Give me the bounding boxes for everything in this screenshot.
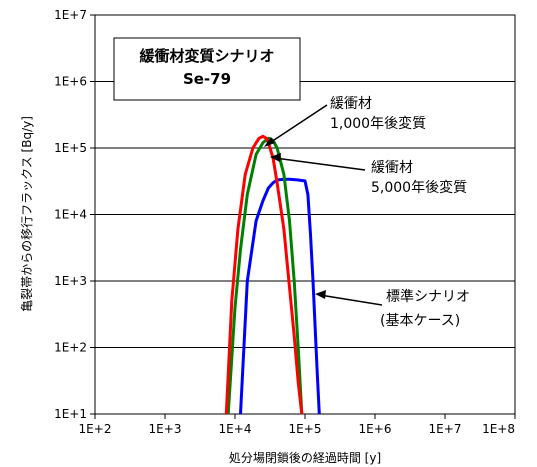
x-axis: 1E+2 1E+3 1E+4 1E+5 1E+6 1E+7 1E+8	[79, 414, 516, 436]
annotation-5000yr-line2: 5,000年後変質	[371, 179, 467, 196]
x-tick-label: 1E+5	[289, 422, 322, 436]
annotation-1000yr-line1: 緩衝材	[330, 96, 372, 112]
x-tick-label: 1E+2	[79, 422, 112, 436]
x-tick-label: 1E+6	[359, 422, 392, 436]
y-tick-label: 1E+6	[54, 75, 87, 89]
chart-title: 緩衝材変質シナリオ	[139, 47, 274, 65]
annotation-5000yr-arrowhead	[270, 153, 281, 162]
series-line-0	[239, 177, 321, 415]
x-tick-label: 1E+4	[219, 422, 252, 436]
x-tick-label: 1E+8	[482, 422, 515, 436]
annotation-5000yr-arrow	[274, 157, 366, 171]
y-tick-label: 1E+7	[54, 8, 87, 22]
annotation-baseline-line1: 標準シナリオ	[386, 289, 470, 305]
x-tick-label: 1E+7	[429, 422, 462, 436]
annotation-5000yr: 緩衝材 5,000年後変質	[270, 153, 467, 196]
chart-subtitle: Se-79	[183, 70, 231, 88]
x-axis-label: 処分場閉鎖後の経過時間 [y]	[229, 450, 381, 465]
x-tick-label: 1E+3	[149, 422, 182, 436]
annotation-baseline-line2: (基本ケース)	[380, 312, 460, 329]
y-axis: 1E+1 1E+2 1E+3 1E+4 1E+5 1E+6 1E+7	[54, 8, 95, 421]
title-box: 緩衝材変質シナリオ Se-79	[113, 37, 301, 101]
y-tick-label: 1E+5	[54, 141, 87, 155]
y-tick-label: 1E+3	[54, 274, 87, 288]
annotation-5000yr-line1: 緩衝材	[371, 160, 413, 176]
annotations: 緩衝材 1,000年後変質 緩衝材 5,000年後変質 標準シナリオ (基本ケー…	[264, 96, 470, 329]
y-axis-label: 亀裂帯からの移行フラックス [Bq/y]	[20, 116, 34, 312]
annotation-baseline-arrowhead	[315, 290, 326, 299]
annotation-baseline-arrow	[319, 294, 383, 306]
annotation-baseline: 標準シナリオ (基本ケース)	[315, 289, 470, 329]
series-line-2	[224, 134, 304, 415]
annotation-1000yr: 緩衝材 1,000年後変質	[264, 96, 426, 147]
annotation-1000yr-arrow	[267, 104, 328, 145]
annotation-1000yr-line2: 1,000年後変質	[330, 115, 426, 132]
y-tick-label: 1E+2	[54, 341, 87, 355]
y-tick-label: 1E+4	[54, 208, 87, 222]
y-tick-label: 1E+1	[54, 407, 87, 421]
annotation-1000yr-arrowhead	[264, 137, 275, 147]
